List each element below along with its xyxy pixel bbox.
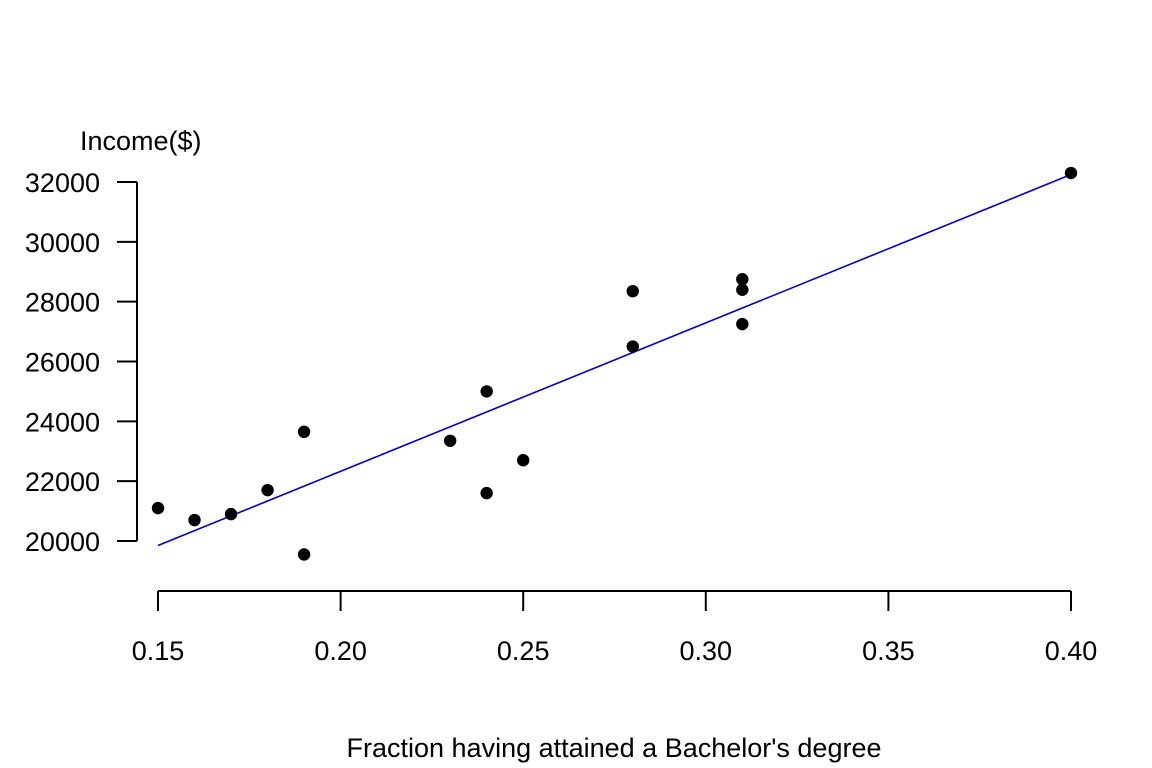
- data-point: [297, 425, 311, 439]
- data-point: [443, 434, 457, 447]
- y-axis: 20000 22000 24000 26000 28000 30000 32000: [25, 168, 138, 557]
- x-tick-label: 0.35: [862, 636, 915, 666]
- y-tick-label: 30000: [25, 228, 100, 258]
- x-tick-label: 0.30: [680, 636, 733, 666]
- x-tick-label: 0.25: [497, 636, 550, 666]
- x-tick-label: 0.40: [1045, 636, 1098, 666]
- data-point: [297, 548, 311, 561]
- y-tick-label: 24000: [25, 407, 100, 437]
- fit-line: [157, 173, 1072, 547]
- data-point: [626, 340, 639, 353]
- data-point: [517, 454, 530, 467]
- data-point: [151, 501, 165, 515]
- y-axis-label: Income($): [80, 126, 202, 156]
- data-point: [188, 513, 201, 527]
- data-point: [1064, 166, 1078, 180]
- y-tick-label: 22000: [25, 467, 100, 497]
- x-tick-label: 0.15: [132, 636, 185, 666]
- data-point: [736, 283, 749, 296]
- x-axis-label: Fraction having attained a Bachelor's de…: [347, 733, 882, 763]
- y-tick-label: 26000: [25, 348, 100, 378]
- y-tick-label: 20000: [25, 527, 100, 557]
- data-point: [480, 385, 493, 398]
- data-point: [736, 273, 749, 286]
- data-point: [261, 483, 274, 497]
- y-tick-label: 32000: [25, 168, 100, 198]
- y-tick-label: 28000: [25, 288, 100, 318]
- x-axis: 0.15 0.20 0.25 0.30 0.35 0.40: [132, 590, 1098, 666]
- data-point: [224, 507, 238, 521]
- data-points: [151, 166, 1078, 561]
- data-point: [626, 284, 639, 298]
- data-point: [480, 486, 493, 500]
- x-tick-label: 0.20: [314, 636, 367, 666]
- data-point: [736, 317, 749, 331]
- fit-line-group: [157, 173, 1072, 547]
